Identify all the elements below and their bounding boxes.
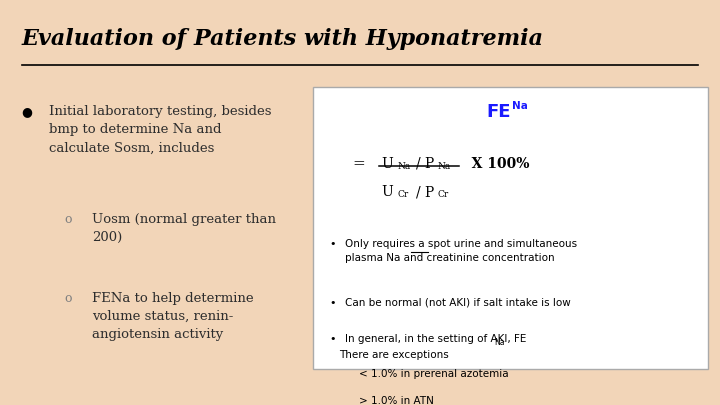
Text: Cr: Cr (438, 190, 449, 199)
Text: Uosm (normal greater than
200): Uosm (normal greater than 200) (92, 213, 276, 244)
Text: •: • (329, 298, 336, 308)
Text: < 1.0% in prerenal azotemia: < 1.0% in prerenal azotemia (359, 369, 509, 379)
Text: o: o (65, 213, 72, 226)
Text: FE: FE (486, 103, 510, 121)
Text: Na: Na (512, 101, 528, 111)
Text: Can be normal (not AKI) if salt intake is low: Can be normal (not AKI) if salt intake i… (345, 298, 571, 308)
Text: Na: Na (495, 338, 505, 347)
Text: Evaluation of Patients with Hyponatremia: Evaluation of Patients with Hyponatremia (22, 28, 544, 50)
Text: U: U (382, 157, 393, 171)
Text: Only requires a spot urine and simultaneous
plasma Na and creatinine concentrati: Only requires a spot urine and simultane… (345, 239, 577, 262)
Text: There are exceptions: There are exceptions (339, 350, 449, 360)
Text: Na: Na (397, 162, 410, 171)
FancyBboxPatch shape (313, 87, 708, 369)
Text: •: • (329, 239, 336, 249)
Text: In general, in the setting of AKI, FE: In general, in the setting of AKI, FE (345, 334, 526, 344)
Text: Cr: Cr (397, 190, 409, 199)
Text: FENa to help determine
volume status, renin-
angiotensin activity: FENa to help determine volume status, re… (92, 292, 253, 341)
Text: =: = (353, 157, 366, 171)
Text: Initial laboratory testing, besides
bmp to determine Na and
calculate Sosm, incl: Initial laboratory testing, besides bmp … (49, 105, 271, 154)
Text: Na: Na (438, 162, 451, 171)
Text: •: • (329, 334, 336, 344)
Text: ●: ● (22, 105, 32, 118)
Text: X 100%: X 100% (457, 157, 530, 171)
Text: o: o (65, 292, 72, 305)
Text: / P: / P (416, 185, 434, 200)
Text: > 1.0% in ATN: > 1.0% in ATN (359, 396, 434, 405)
Text: / P: / P (416, 157, 434, 171)
Text: U: U (382, 185, 393, 200)
